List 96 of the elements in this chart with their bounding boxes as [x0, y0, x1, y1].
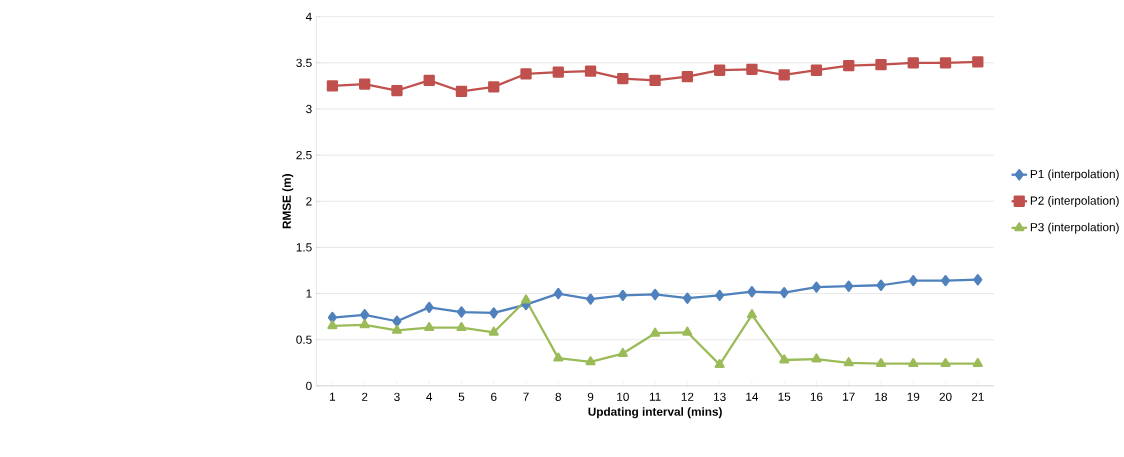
y-tick-label: 0	[306, 381, 312, 391]
y-tick-label: 3.5	[296, 58, 312, 68]
point	[424, 301, 434, 314]
point	[650, 327, 661, 337]
point	[489, 307, 499, 319]
point	[682, 292, 692, 304]
point	[617, 72, 629, 85]
point	[843, 60, 855, 72]
point	[779, 354, 790, 364]
y-tick-label: 2.5	[296, 151, 312, 160]
point	[973, 274, 983, 286]
point	[552, 66, 564, 78]
point	[650, 288, 660, 301]
x-tick-label: 17	[843, 392, 855, 401]
point	[456, 306, 466, 318]
x-tick-label: 2	[361, 392, 368, 401]
point	[456, 322, 467, 332]
point	[424, 322, 435, 332]
x-axis-title: Updating interval (mins)	[588, 407, 722, 419]
point	[392, 315, 402, 327]
point	[488, 81, 500, 93]
point	[617, 347, 628, 357]
y-tick-label: 0.5	[296, 335, 312, 344]
point	[908, 275, 918, 287]
y-tick-label: 1	[306, 289, 312, 298]
x-tick-label: 11	[649, 392, 661, 401]
legend-label: P2 (interpolation)	[1030, 196, 1119, 208]
x-tick-label: 14	[746, 392, 759, 401]
point	[844, 280, 854, 292]
point	[455, 85, 468, 98]
x-tick-label: 16	[810, 392, 823, 402]
y-tick-label: 2	[306, 197, 312, 206]
y-tick-label: 1.5	[296, 243, 312, 252]
point	[940, 358, 951, 368]
y-tick-label: 4	[305, 12, 312, 21]
point	[520, 68, 532, 80]
point	[810, 64, 823, 76]
point	[391, 324, 402, 334]
point	[553, 287, 563, 300]
point	[778, 69, 790, 81]
point	[941, 275, 951, 287]
x-tick-label: 4	[426, 392, 433, 401]
legend-label: P1 (interpolation)	[1030, 169, 1119, 181]
point	[875, 59, 887, 71]
point	[681, 71, 694, 83]
point	[359, 319, 370, 329]
point	[553, 352, 564, 362]
point	[359, 78, 371, 90]
point	[939, 57, 952, 69]
point	[746, 309, 757, 319]
x-tick-label: 18	[875, 392, 888, 402]
point	[682, 326, 693, 336]
point	[811, 281, 821, 293]
point	[585, 356, 596, 366]
point	[747, 286, 757, 298]
point	[811, 353, 822, 363]
x-tick-label: 15	[778, 392, 791, 401]
legend-label: P3 (interpolation)	[1030, 222, 1119, 234]
x-tick-label: 12	[681, 392, 694, 401]
point	[972, 56, 984, 68]
point	[586, 293, 596, 305]
point	[649, 74, 661, 87]
point	[423, 74, 435, 87]
point	[972, 358, 983, 368]
x-tick-label: 9	[587, 392, 594, 402]
point	[746, 63, 758, 75]
point	[843, 357, 854, 367]
x-tick-label: 20	[939, 392, 952, 402]
point	[360, 309, 370, 321]
x-tick-label: 5	[458, 392, 465, 401]
point	[907, 57, 919, 69]
x-tick-label: 13	[714, 392, 726, 402]
point	[520, 294, 532, 304]
point	[908, 358, 919, 368]
x-tick-label: 1	[330, 392, 336, 401]
point	[488, 326, 499, 336]
point	[715, 289, 725, 302]
x-tick-label: 10	[617, 392, 629, 402]
point	[391, 84, 403, 97]
x-tick-label: 7	[523, 392, 529, 401]
point	[326, 80, 339, 92]
point	[618, 289, 628, 302]
x-tick-label: 6	[491, 392, 497, 402]
x-tick-label: 3	[394, 392, 400, 402]
x-tick-label: 19	[907, 392, 920, 402]
point	[714, 359, 725, 369]
x-tick-label: 21	[971, 392, 984, 401]
point	[584, 65, 597, 77]
point	[327, 320, 338, 330]
x-tick-label: 8	[555, 392, 562, 402]
point	[875, 358, 887, 368]
y-axis-title: RMSE (m)	[282, 174, 294, 229]
point	[876, 279, 886, 291]
point	[779, 287, 789, 299]
point	[713, 64, 726, 76]
y-tick-label: 3	[306, 104, 312, 114]
